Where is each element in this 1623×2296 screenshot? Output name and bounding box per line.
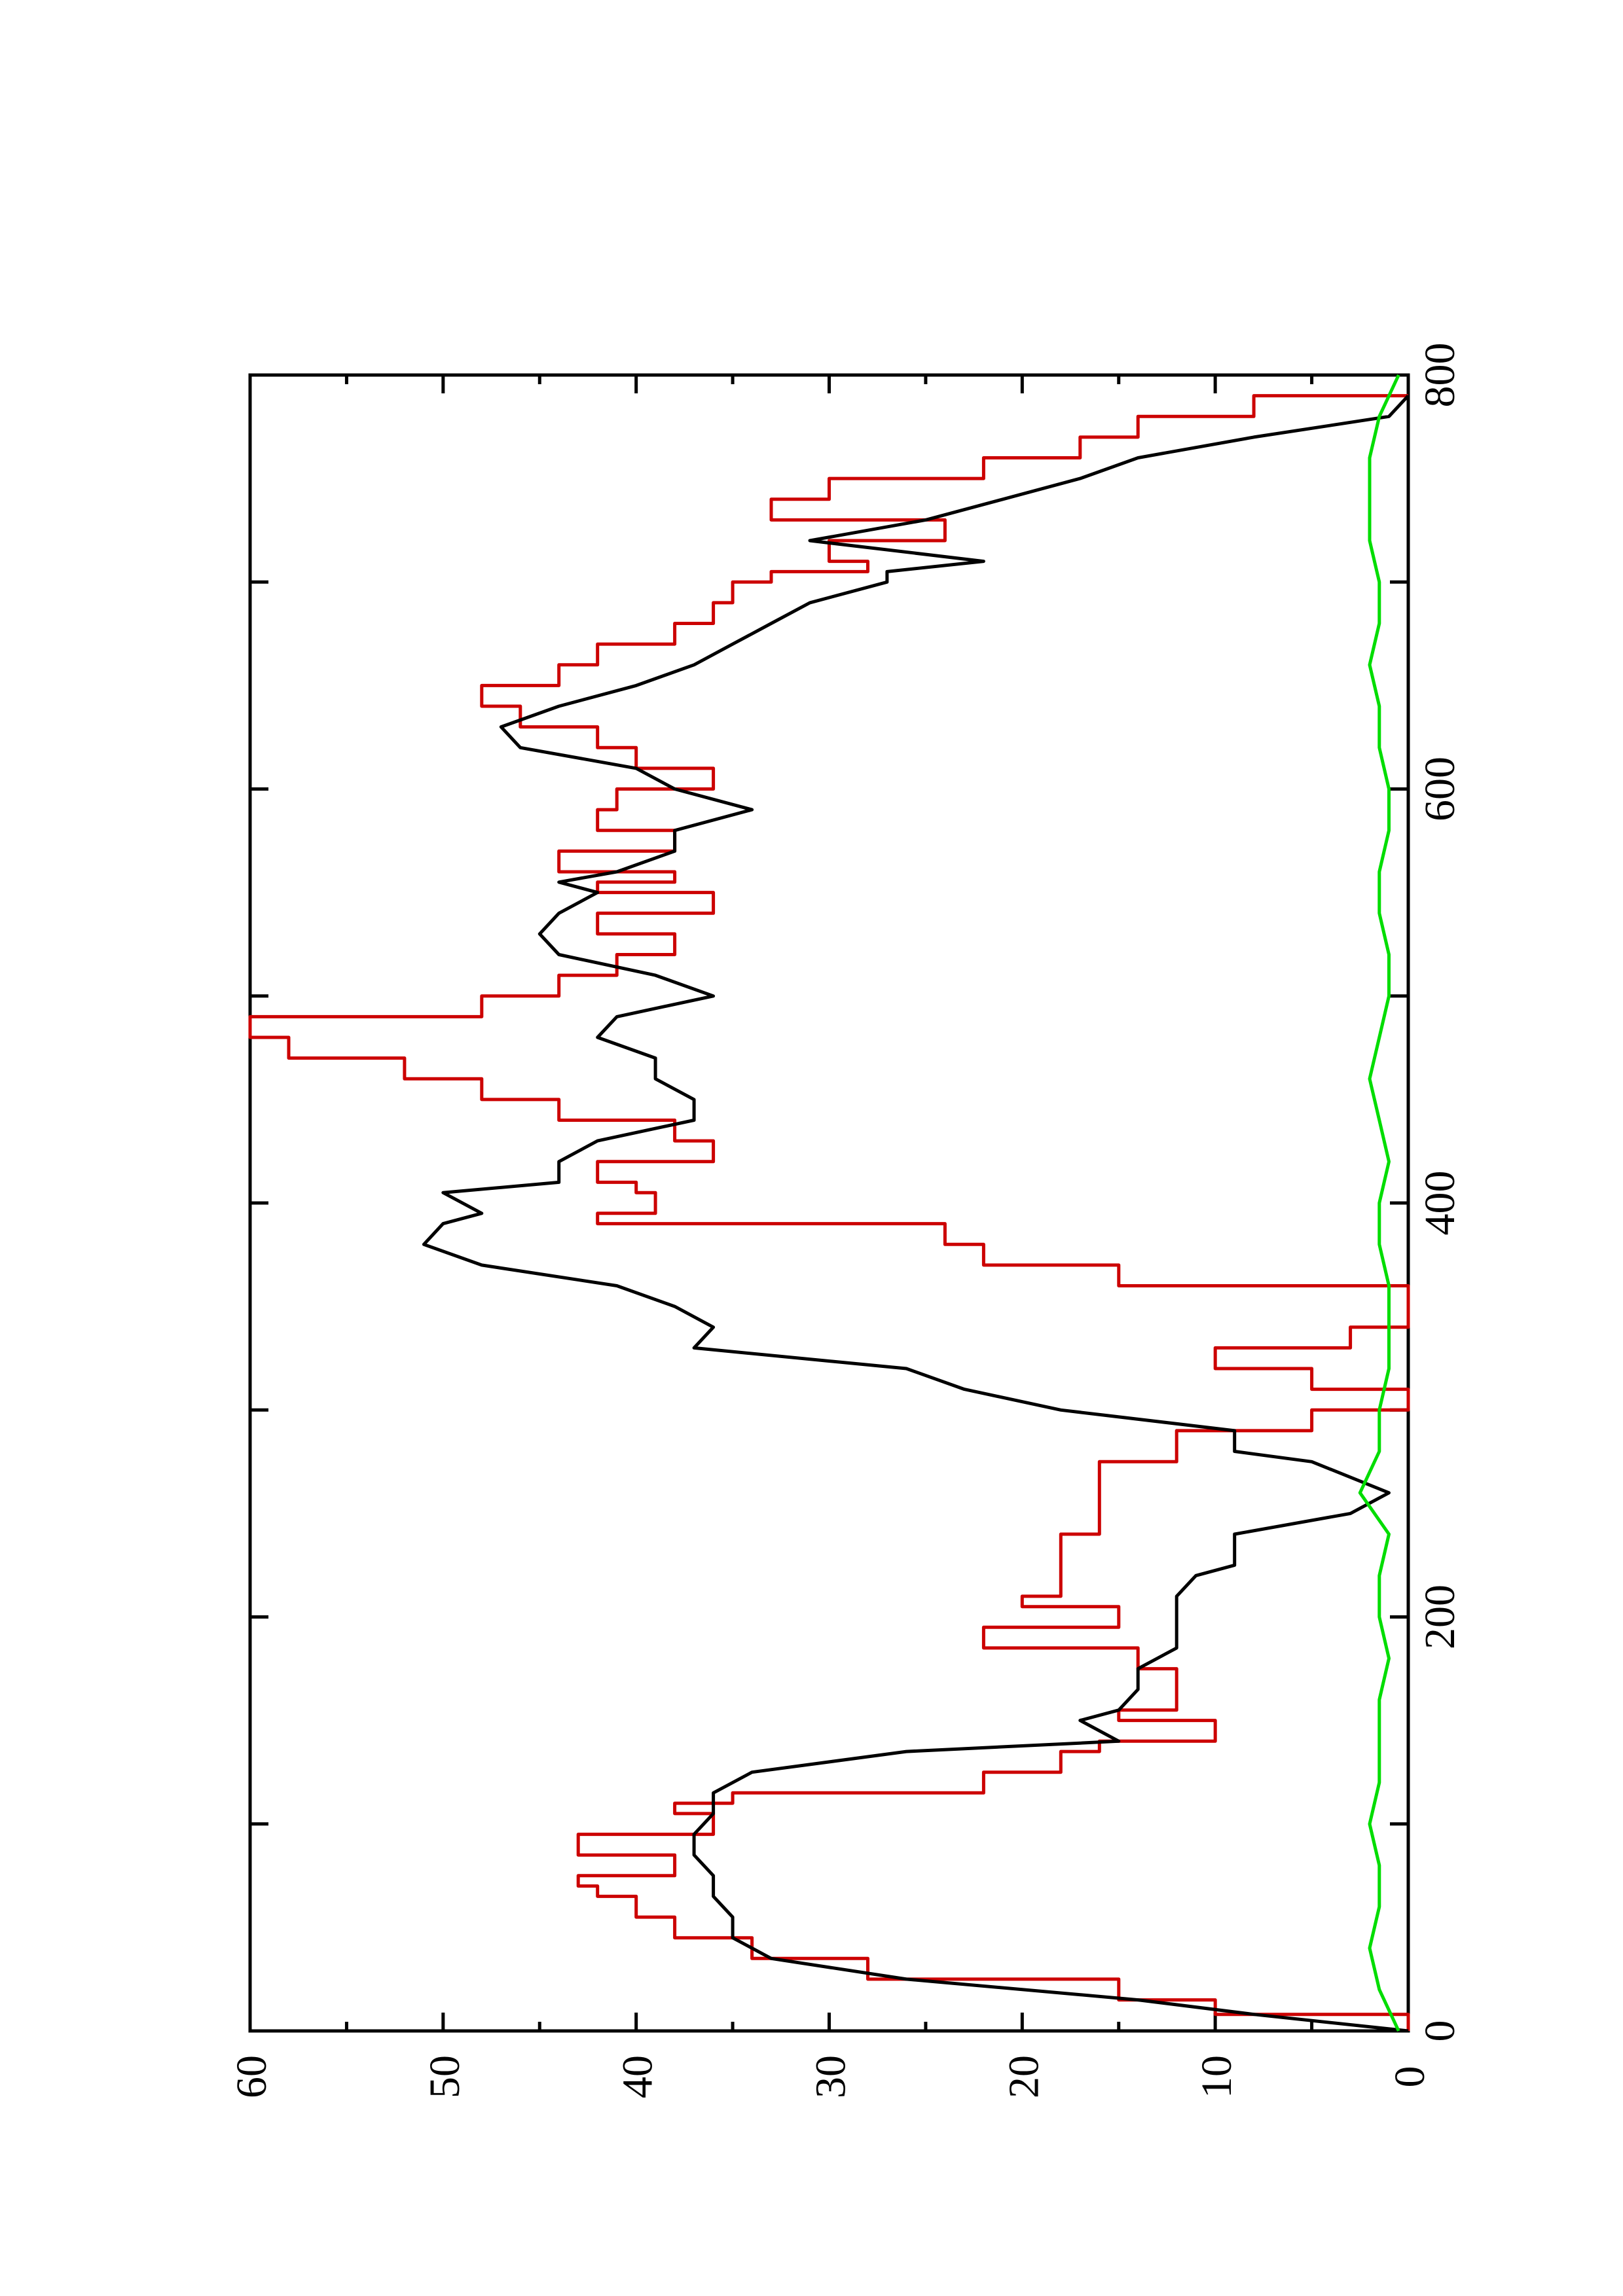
tick-labels: 0 200 400 600 800 0 10 20 30 40 50 60 [228, 343, 1464, 2099]
axis-ticks [248, 373, 1410, 2033]
plot-area: 0 200 400 600 800 0 10 20 30 40 50 60 [228, 343, 1464, 2099]
plot-frame [248, 373, 1410, 2033]
x-tick-label: 600 [1416, 757, 1464, 821]
y-tick-label: 60 [228, 2055, 276, 2098]
green-series-line [1358, 374, 1400, 2032]
red-series-line [248, 394, 1410, 2031]
y-tick-label: 50 [421, 2055, 469, 2098]
y-tick-label: 30 [807, 2055, 855, 2098]
x-tick-label: 200 [1416, 1585, 1464, 1649]
x-tick-label: 400 [1416, 1171, 1464, 1236]
x-tick-label: 800 [1416, 343, 1464, 408]
black-series-line [422, 394, 1410, 2033]
y-tick-label: 10 [1193, 2055, 1241, 2098]
y-tick-label: 40 [614, 2055, 662, 2098]
x-tick-label: 0 [1416, 2020, 1464, 2042]
y-tick-label: 20 [1000, 2055, 1048, 2098]
y-tick-label: 0 [1386, 2066, 1434, 2088]
series-group [248, 374, 1410, 2033]
